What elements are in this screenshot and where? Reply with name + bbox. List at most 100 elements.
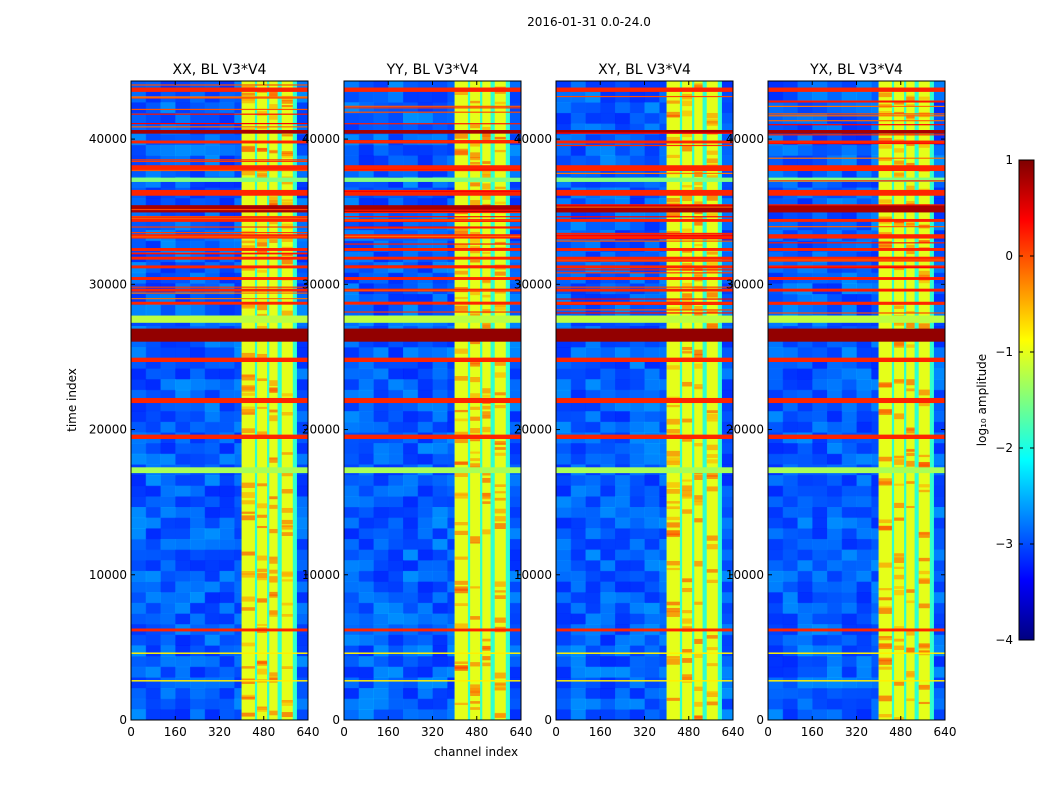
rfi-speckle xyxy=(269,104,278,109)
heatmap-cell xyxy=(782,166,798,178)
heatmap-cell xyxy=(417,666,433,678)
heatmap-cell xyxy=(432,336,448,348)
heatmap-cell xyxy=(812,166,828,178)
time-flag-thin xyxy=(556,259,733,261)
heatmap-cell xyxy=(600,688,616,700)
heatmap-cell xyxy=(131,357,147,370)
heatmap-cell xyxy=(768,176,784,188)
heatmap-cell xyxy=(841,528,857,540)
heatmap-cell xyxy=(556,538,572,551)
heatmap-cell xyxy=(644,144,660,157)
heatmap-cell xyxy=(930,666,945,678)
rfi-speckle xyxy=(894,220,905,227)
rfi-speckle xyxy=(482,126,491,133)
heatmap-cell xyxy=(629,538,645,551)
heatmap-cell xyxy=(556,102,572,114)
heatmap-cell xyxy=(629,336,645,348)
rfi-speckle xyxy=(470,140,481,147)
rfi-speckle xyxy=(482,161,491,164)
heatmap-cell xyxy=(358,645,374,657)
heatmap-cell xyxy=(556,528,572,540)
rfi-speckle xyxy=(257,248,268,255)
heatmap-cell xyxy=(160,645,176,657)
rfi-speckle xyxy=(470,200,481,206)
time-flag-line xyxy=(131,301,308,305)
heatmap-cell xyxy=(615,91,631,103)
heatmap-cell xyxy=(782,411,798,423)
heatmap-cell xyxy=(388,666,404,678)
heatmap-cell xyxy=(358,549,374,561)
heatmap-cell xyxy=(344,656,360,668)
time-flag-line xyxy=(131,248,308,251)
heatmap-cell xyxy=(812,176,828,188)
heatmap-cell xyxy=(373,570,389,583)
heatmap-cell xyxy=(570,368,586,380)
heatmap-cell xyxy=(768,112,784,125)
time-flag-line xyxy=(131,357,308,363)
heatmap-cell xyxy=(930,219,945,231)
heatmap-cell xyxy=(797,496,813,508)
rfi-speckle xyxy=(706,701,718,706)
rfi-speckle xyxy=(494,304,506,307)
heatmap-cell xyxy=(570,357,586,370)
heatmap-cell xyxy=(782,592,798,604)
heatmap-cell xyxy=(131,507,147,519)
rfi-speckle xyxy=(706,310,718,314)
heatmap-cell xyxy=(204,581,220,593)
heatmap-cell xyxy=(797,155,813,167)
rfi-speckle xyxy=(470,439,481,442)
heatmap-cell xyxy=(768,379,784,391)
heatmap-cell xyxy=(615,517,631,529)
heatmap-cell xyxy=(570,347,586,359)
y-tick-label: 30000 xyxy=(89,277,127,291)
heatmap-cell xyxy=(190,443,206,455)
rfi-speckle xyxy=(682,282,693,288)
heatmap-cell xyxy=(718,443,733,455)
heatmap-cell xyxy=(600,166,616,178)
heatmap-cell xyxy=(293,134,308,146)
time-flag-thin xyxy=(344,209,521,211)
heatmap-cell xyxy=(506,411,521,423)
heatmap-cell xyxy=(219,198,235,210)
heatmap-cell xyxy=(204,709,220,720)
heatmap-cell xyxy=(629,688,645,700)
rfi-speckle xyxy=(241,146,255,153)
heatmap-cell xyxy=(358,656,374,668)
heatmap-cell xyxy=(856,421,872,433)
heatmap-cell xyxy=(190,304,206,316)
heatmap-cell xyxy=(175,592,191,604)
heatmap-cell xyxy=(506,475,521,487)
heatmap-cell xyxy=(190,421,206,433)
heatmap-cell xyxy=(556,368,572,380)
heatmap-cell xyxy=(417,581,433,593)
time-flag-line xyxy=(768,130,945,134)
time-flag-thin xyxy=(556,204,733,206)
heatmap-cell xyxy=(556,507,572,519)
heatmap-cell xyxy=(615,379,631,391)
heatmap-cell xyxy=(388,357,404,370)
rfi-speckle xyxy=(906,449,915,452)
time-flag-line xyxy=(556,177,733,182)
time-flag-thin xyxy=(768,180,945,182)
heatmap-cell xyxy=(190,176,206,188)
rfi-speckle xyxy=(706,251,718,255)
heatmap-cell xyxy=(219,528,235,540)
heatmap-cell xyxy=(358,507,374,519)
heatmap-cell xyxy=(506,389,521,401)
heatmap-cell xyxy=(600,634,616,646)
time-flag-thin xyxy=(556,206,733,208)
heatmap-cell xyxy=(344,357,360,370)
rfi-speckle xyxy=(269,200,278,206)
heatmap-cell xyxy=(930,166,945,178)
heatmap-cell xyxy=(432,453,448,465)
heatmap-cell xyxy=(812,656,828,668)
rfi-speckle xyxy=(878,637,892,641)
time-flag-thin xyxy=(344,169,521,171)
rfi-speckle xyxy=(470,156,481,161)
heatmap-cell xyxy=(293,485,308,497)
heatmap-cell xyxy=(600,656,616,668)
time-flag-thin xyxy=(768,277,945,280)
time-flag-thin xyxy=(344,265,521,267)
heatmap-cell xyxy=(344,379,360,391)
heatmap-cell xyxy=(403,421,419,433)
